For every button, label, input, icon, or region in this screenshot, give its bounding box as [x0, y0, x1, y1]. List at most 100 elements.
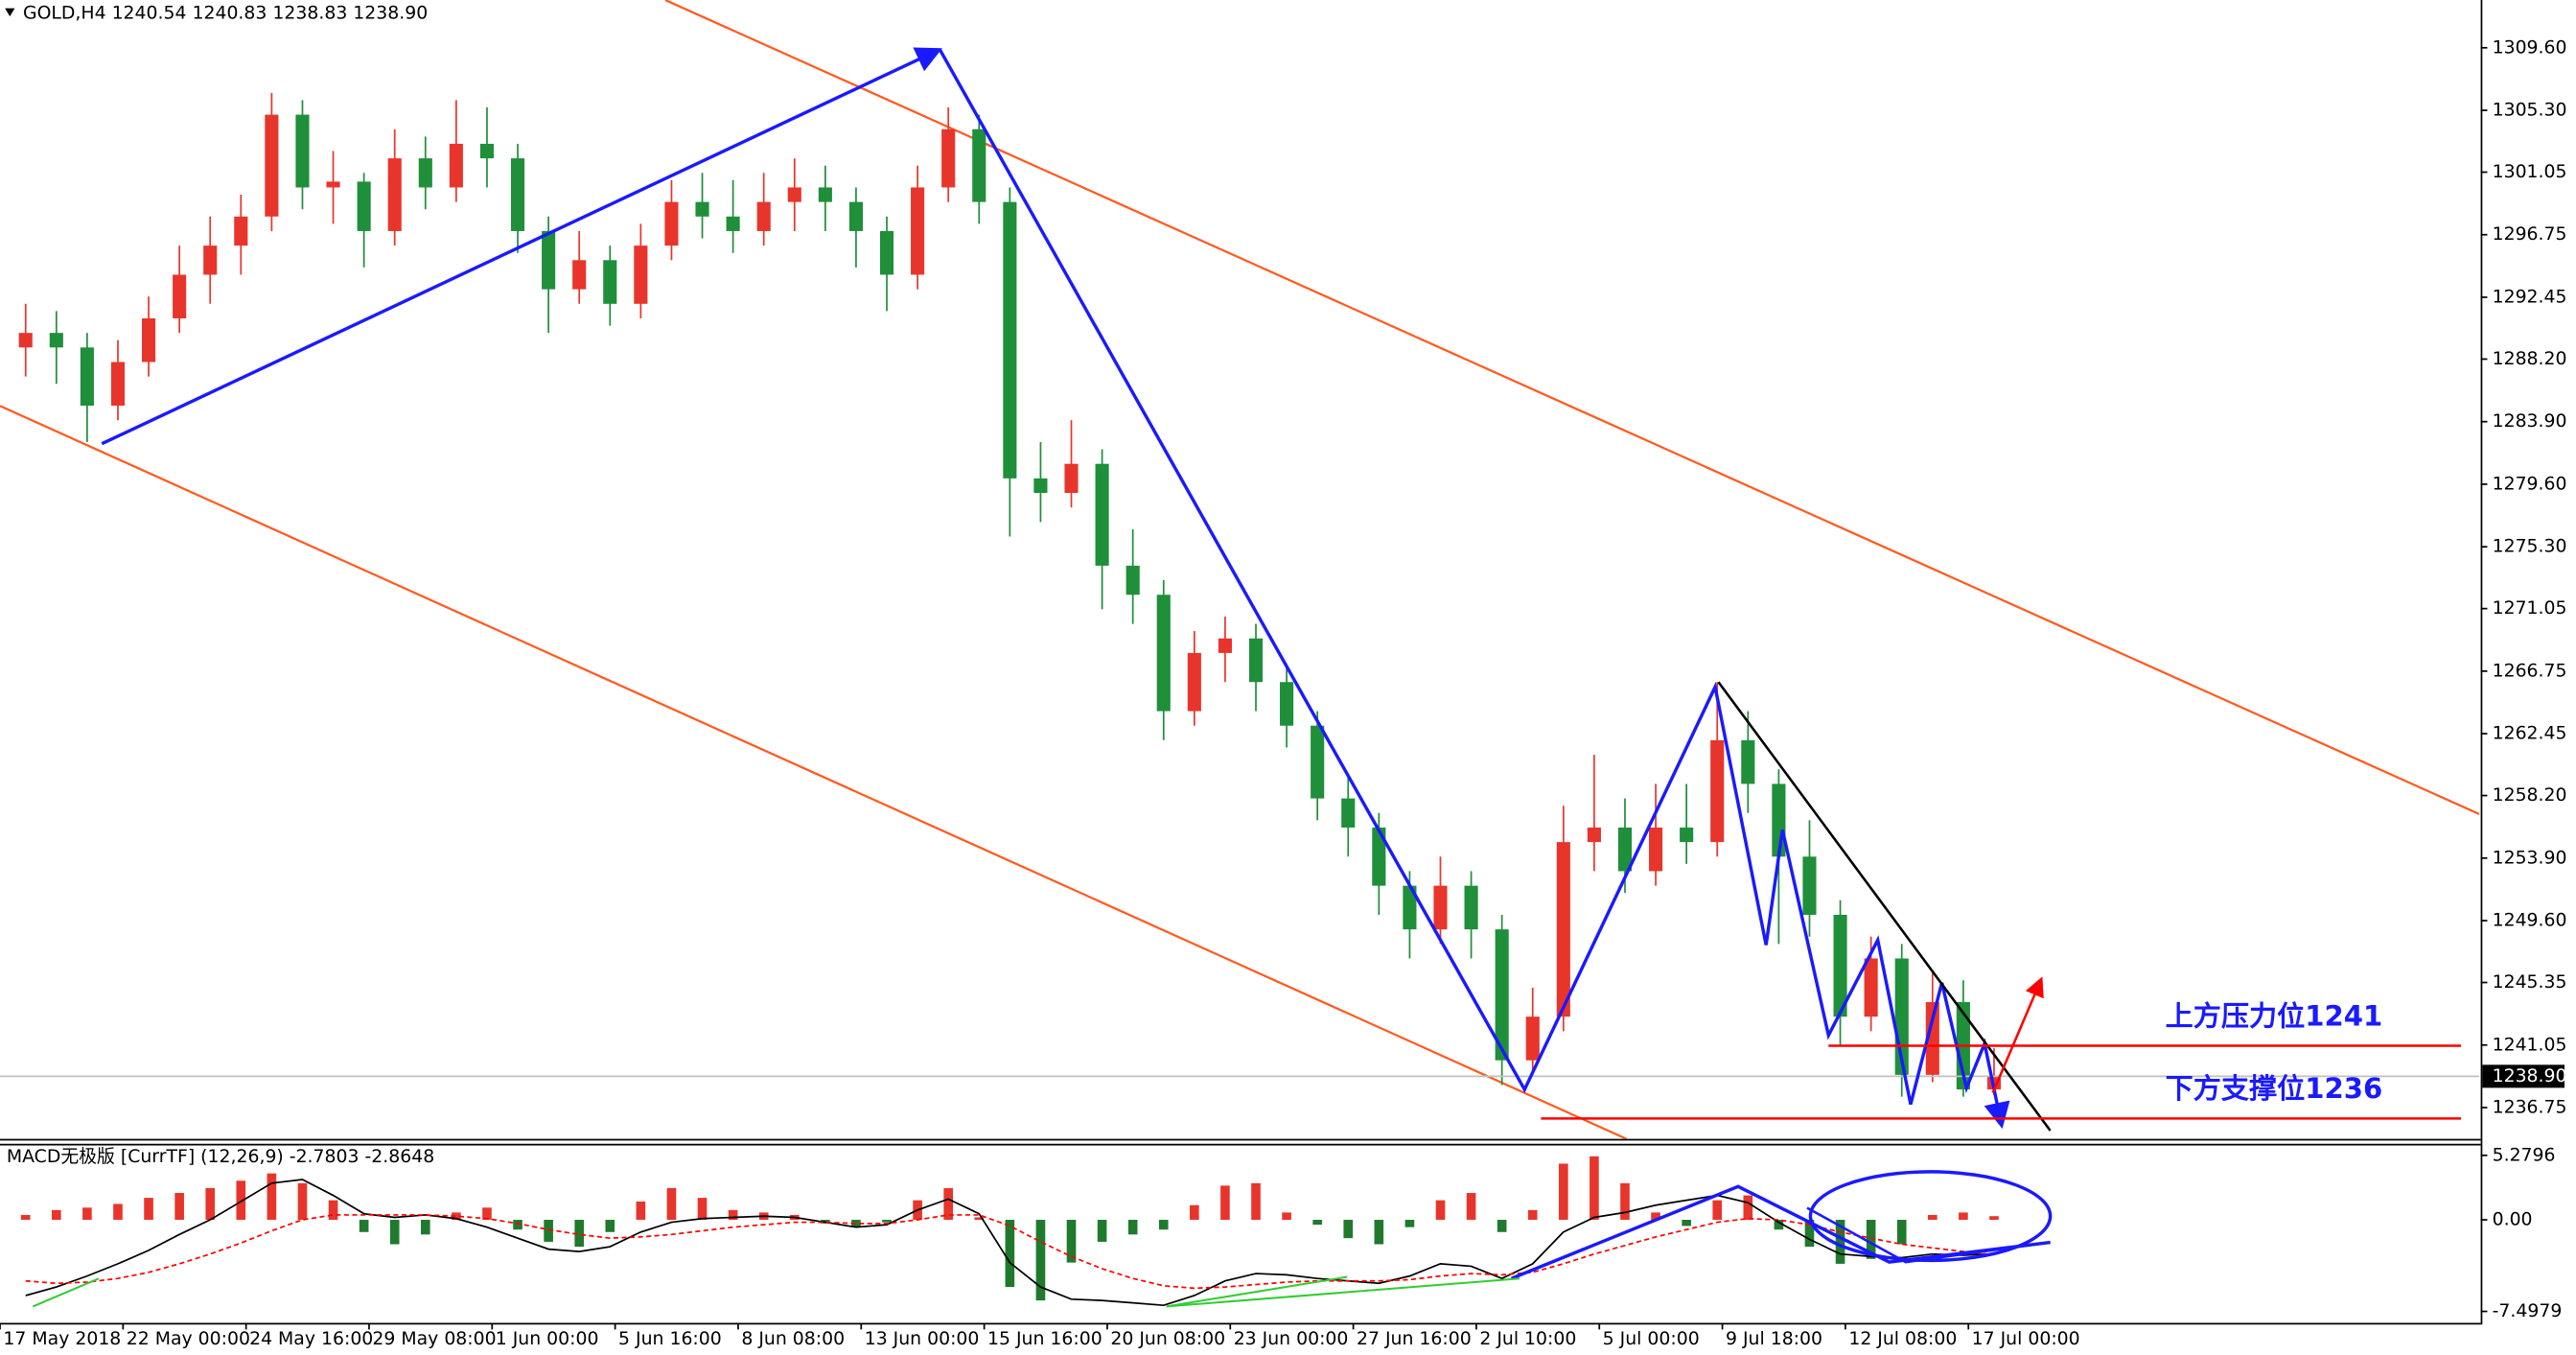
zigzag — [938, 48, 2010, 1130]
price-label: 1238.90 — [2493, 1066, 2567, 1086]
y-tick-label: 1236.75 — [2493, 1097, 2567, 1117]
x-tick-label: 29 May 08:00 — [372, 1329, 496, 1349]
histogram-bar — [1804, 1220, 1815, 1248]
y-tick-label: 1275.30 — [2493, 537, 2567, 557]
candle-body — [1433, 885, 1448, 930]
y-tick-label: 1258.20 — [2493, 785, 2567, 806]
candle-body — [1187, 652, 1201, 712]
candle-body — [726, 216, 740, 231]
y-tick-label: 1245.35 — [2493, 972, 2567, 993]
histogram-bar — [1251, 1182, 1261, 1221]
trendline — [1717, 681, 2052, 1132]
histogram-bar — [574, 1220, 585, 1248]
candle-body — [542, 230, 556, 290]
indicator-line — [25, 1179, 1995, 1307]
candle-body — [510, 158, 525, 231]
candle-body — [1280, 682, 1294, 726]
histogram-bar — [1343, 1220, 1354, 1239]
candle-body — [49, 333, 63, 348]
histogram-bar — [420, 1220, 430, 1235]
candle-body — [1741, 739, 1755, 784]
histogram-bar — [1282, 1212, 1291, 1221]
histogram-bar — [1097, 1220, 1107, 1242]
x-tick-label: 23 Jun 00:00 — [1234, 1329, 1349, 1349]
x-tick-label: 24 May 16:00 — [249, 1329, 373, 1349]
candle-body — [326, 181, 340, 188]
candle-body — [418, 158, 432, 188]
candle-body — [787, 187, 801, 202]
candle-body — [295, 114, 310, 188]
candle-body — [848, 201, 863, 231]
candle-body — [756, 201, 771, 231]
menu-arrow — [5, 8, 15, 17]
histogram-bar — [144, 1198, 153, 1221]
histogram-bar — [205, 1187, 216, 1221]
candle-body — [1833, 914, 1847, 1017]
indicator-line — [25, 1214, 1995, 1290]
x-tick-label: 13 Jun 00:00 — [865, 1329, 980, 1349]
histogram-bar — [1220, 1185, 1230, 1221]
histogram-bar — [113, 1203, 123, 1221]
candle-body — [1156, 595, 1171, 712]
candle-body — [18, 333, 33, 348]
candle-body — [1403, 885, 1417, 930]
candle-body — [972, 128, 986, 202]
histogram-bar — [605, 1220, 615, 1232]
histogram-bar — [82, 1207, 92, 1221]
histogram-bar — [1158, 1220, 1169, 1230]
candle-body — [142, 317, 156, 362]
histogram-bar — [513, 1220, 522, 1230]
candle-body — [1311, 725, 1325, 799]
candle-body — [203, 245, 218, 275]
candle-body — [357, 181, 371, 231]
x-tick-label: 12 Jul 08:00 — [1848, 1329, 1957, 1349]
y-tick-label: 1288.20 — [2493, 349, 2567, 369]
candle-body — [1587, 827, 1601, 843]
histogram-bar — [728, 1209, 738, 1221]
candle-body — [80, 347, 94, 407]
histogram-bar — [1989, 1216, 1999, 1221]
histogram-bar — [1774, 1220, 1784, 1230]
y-tick-label: 5.2796 — [2493, 1145, 2556, 1165]
chart-title: GOLD,H4 1240.54 1240.83 1238.83 1238.90 — [23, 3, 428, 23]
histogram-bar — [174, 1193, 184, 1221]
histogram-bar — [1312, 1220, 1322, 1226]
x-tick-label: 2 Jul 10:00 — [1479, 1329, 1576, 1349]
candle-body — [1649, 827, 1663, 872]
candle-body — [1864, 958, 1878, 1017]
candle-body — [1064, 463, 1079, 494]
y-tick-label: -7.4979 — [2493, 1301, 2563, 1321]
candle-body — [695, 201, 709, 217]
histogram-bar — [1374, 1220, 1384, 1245]
candle-body — [1680, 827, 1694, 843]
y-tick-label: 1296.75 — [2493, 224, 2567, 245]
histogram-bar — [636, 1201, 646, 1221]
histogram-bar — [1712, 1200, 1723, 1221]
candle-body — [110, 362, 126, 407]
histogram-bar — [1559, 1163, 1568, 1221]
x-tick-label: 15 Jun 16:00 — [987, 1329, 1102, 1349]
candle-body — [173, 274, 187, 318]
histogram-bar — [359, 1220, 369, 1232]
level-label: 下方支撑位1236 — [2166, 1072, 2383, 1105]
histogram-bar — [1620, 1182, 1630, 1221]
histogram-bar — [1527, 1209, 1538, 1221]
candle-body — [1372, 827, 1386, 886]
divergence-line — [1166, 1275, 1348, 1308]
divergence-line — [1166, 1277, 1520, 1308]
histogram-bar — [1927, 1214, 1938, 1221]
histogram-bar — [236, 1180, 246, 1221]
y-tick-label: 1253.90 — [2493, 848, 2567, 868]
candle-body — [1802, 856, 1817, 915]
histogram-bar — [974, 1217, 985, 1221]
level-label: 上方压力位1241 — [2166, 999, 2383, 1032]
candle-body — [1095, 463, 1109, 566]
candle-body — [1248, 638, 1264, 683]
y-tick-label: 1271.05 — [2493, 598, 2567, 619]
candle-body — [1003, 201, 1017, 479]
x-tick-label: 22 May 00:00 — [127, 1329, 250, 1349]
histogram-bar — [1682, 1220, 1691, 1227]
x-tick-label: 5 Jun 16:00 — [618, 1329, 722, 1349]
